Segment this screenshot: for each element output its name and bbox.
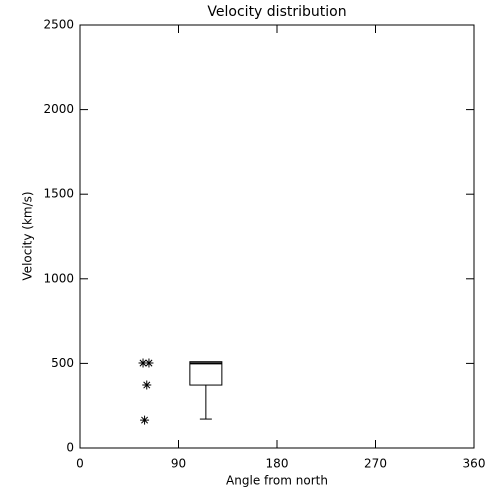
chart-title: Velocity distribution: [207, 4, 346, 20]
y-tick-label: 0: [66, 441, 74, 455]
x-tick-label: 270: [364, 457, 387, 471]
plot-frame: [79, 24, 475, 449]
y-tick-label: 500: [51, 356, 74, 370]
y-axis-label: Velocity (km/s): [21, 191, 35, 280]
outlier: [144, 358, 154, 368]
x-tick-label: 0: [76, 457, 84, 471]
x-tick-label: 360: [463, 457, 486, 471]
x-tick-label: 90: [171, 457, 186, 471]
y-tick-label: 1000: [43, 271, 74, 285]
outlier: [142, 380, 152, 390]
y-tick-label: 2500: [43, 18, 74, 32]
x-tick-label: 180: [266, 457, 289, 471]
outlier: [138, 358, 148, 368]
y-tick-label: 2000: [43, 102, 74, 116]
x-axis-label: Angle from north: [226, 474, 328, 488]
y-tick-label: 1500: [43, 187, 74, 201]
box: [189, 361, 223, 386]
outlier: [140, 415, 150, 425]
